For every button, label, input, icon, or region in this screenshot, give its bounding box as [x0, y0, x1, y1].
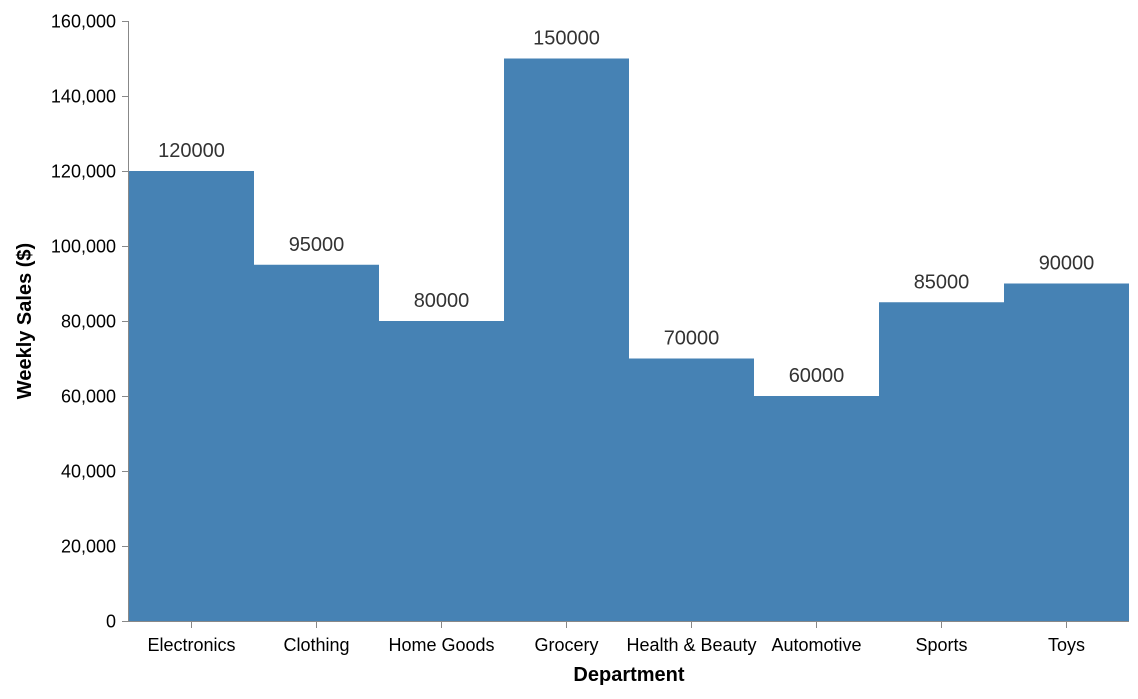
data-label: 150000: [533, 28, 600, 50]
x-axis-title: Department: [573, 664, 684, 686]
x-tick-label: Grocery: [534, 635, 598, 655]
bar-home-goods: [379, 321, 504, 621]
x-tick-label: Electronics: [147, 635, 235, 655]
x-axis: Electronics Clothing Home Goods Grocery Heal…: [128, 621, 1129, 655]
x-tick-label: Sports: [915, 635, 967, 655]
bar-sports: [879, 302, 1004, 621]
data-label: 85000: [914, 271, 970, 293]
y-axis-title: Weekly Sales ($): [14, 243, 36, 399]
bar-grocery: [504, 58, 629, 621]
data-label: 90000: [1039, 253, 1095, 275]
x-tick-label: Home Goods: [388, 635, 494, 655]
bar-health-beauty: [629, 358, 754, 621]
y-tick-label: 40,000: [61, 462, 116, 482]
y-tick-label: 20,000: [61, 537, 116, 557]
y-tick-label: 120,000: [51, 162, 116, 182]
bar-clothing: [254, 264, 379, 621]
y-tick-label: 0: [106, 612, 116, 632]
data-label: 60000: [789, 365, 845, 387]
data-label: 95000: [289, 234, 345, 256]
data-label: 120000: [158, 140, 225, 162]
x-tick-label: Automotive: [771, 635, 861, 655]
bar-toys: [1004, 283, 1129, 621]
y-tick-label: 140,000: [51, 87, 116, 107]
y-tick-label: 160,000: [51, 12, 116, 32]
data-label: 80000: [414, 290, 470, 312]
y-axis: 0 20,000 40,000 60,000 80,000 100,000 120,000 1…: [51, 12, 129, 632]
x-tick-label: Toys: [1048, 635, 1085, 655]
x-tick-label: Health & Beauty: [626, 635, 756, 655]
bar-automotive: [754, 396, 879, 621]
y-tick-label: 100,000: [51, 237, 116, 257]
bar-electronics: [129, 171, 254, 621]
data-label: 70000: [664, 328, 720, 350]
x-tick-label: Clothing: [283, 635, 349, 655]
y-tick-label: 60,000: [61, 387, 116, 407]
y-tick-label: 80,000: [61, 312, 116, 332]
data-labels-layer: 120000 95000 80000 150000 70000 60000 85000 900…: [158, 28, 1094, 388]
bars-layer: [129, 58, 1129, 621]
